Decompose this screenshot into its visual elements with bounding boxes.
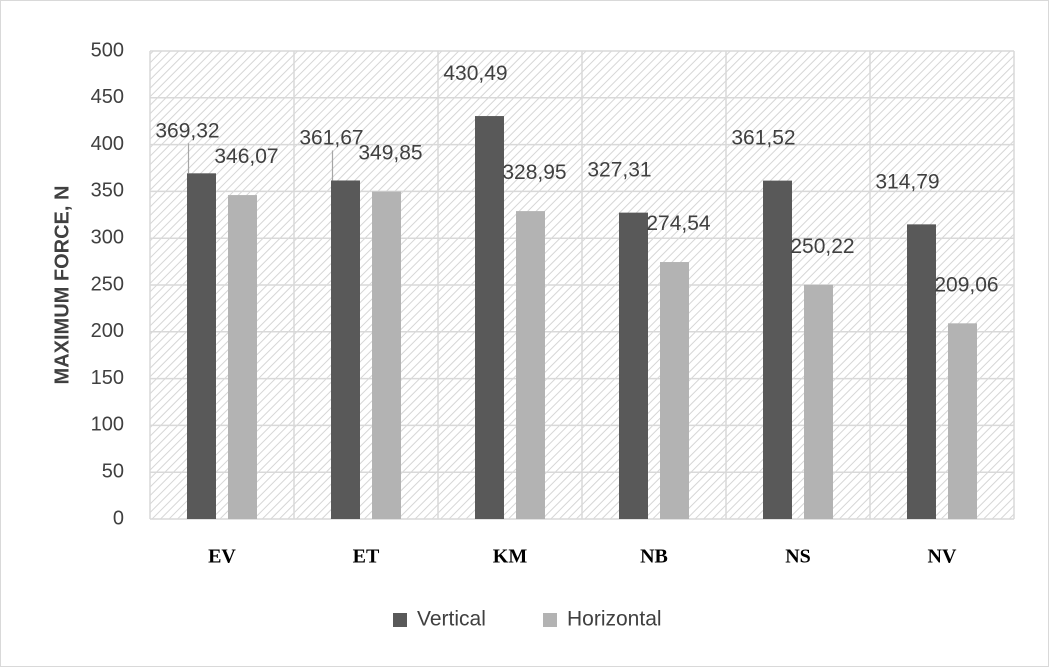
data-label-horizontal: 346,07: [214, 145, 278, 168]
y-tick-label: 200: [91, 320, 124, 342]
y-tick-label: 0: [113, 507, 124, 529]
x-tick-label: NV: [928, 546, 957, 568]
x-tick-label: KM: [493, 546, 528, 568]
data-label-vertical: 361,67: [299, 126, 363, 149]
x-tick-label: NS: [785, 546, 811, 568]
y-axis-title: MAXIMUM FORCE, N: [51, 186, 73, 385]
y-axis-ticks: 0 50 100 150 200 250 300 350 400 450 500: [91, 39, 124, 529]
data-label-vertical: 430,49: [443, 62, 507, 85]
data-label-vertical: 327,31: [587, 159, 651, 182]
bar-vertical: [907, 224, 936, 519]
y-tick-label: 350: [91, 180, 124, 202]
bar-vertical: [331, 180, 360, 520]
legend-swatch: [393, 613, 407, 627]
bar-horizontal: [372, 191, 401, 519]
bar-vertical: [475, 116, 504, 519]
data-label-vertical: 314,79: [875, 170, 939, 193]
y-tick-label: 250: [91, 273, 124, 295]
bar-horizontal: [660, 262, 689, 519]
data-label-horizontal: 328,95: [502, 161, 566, 184]
bar-vertical: [187, 173, 216, 520]
gridlines: [149, 50, 1015, 520]
y-tick-label: 500: [91, 39, 124, 61]
data-label-horizontal: 209,06: [934, 273, 998, 296]
data-label-horizontal: 349,85: [358, 142, 422, 165]
bars: [187, 116, 977, 520]
bar-vertical: [619, 212, 648, 520]
data-label-horizontal: 250,22: [790, 235, 854, 258]
bar-horizontal: [948, 323, 977, 519]
y-tick-label: 150: [91, 367, 124, 389]
bar-horizontal: [516, 211, 545, 520]
legend: Vertical Horizontal: [393, 608, 662, 631]
bar-horizontal: [804, 284, 833, 519]
y-tick-label: 450: [91, 86, 124, 108]
y-tick-label: 100: [91, 414, 124, 436]
x-tick-label: ET: [353, 546, 380, 568]
data-label-vertical: 369,32: [155, 119, 219, 142]
legend-swatch: [543, 613, 557, 627]
bar-vertical: [763, 180, 792, 519]
legend-label: Horizontal: [567, 608, 662, 631]
legend-label: Vertical: [417, 608, 486, 631]
data-label-horizontal: 274,54: [646, 212, 711, 235]
data-label-vertical: 361,52: [731, 127, 795, 150]
y-tick-label: 50: [102, 460, 124, 482]
bar-horizontal: [228, 195, 257, 519]
y-tick-label: 400: [91, 133, 124, 155]
y-tick-label: 300: [91, 226, 124, 248]
x-tick-label: EV: [208, 546, 236, 568]
x-tick-label: NB: [640, 546, 668, 568]
x-axis-ticks: EV ET KM NB NS NV: [208, 546, 957, 568]
